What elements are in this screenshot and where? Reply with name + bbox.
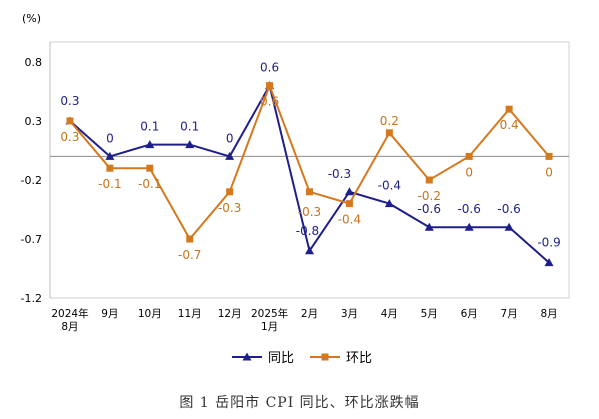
legend-label-mom: 环比 [346, 351, 372, 366]
x-tick-label: 4月 [381, 308, 398, 320]
data-point-mom [425, 176, 433, 184]
x-tick-label: 6月 [461, 308, 478, 320]
data-label-mom: -0.3 [218, 201, 241, 215]
data-label-mom: 0 [545, 165, 553, 179]
data-point-mom [226, 188, 234, 196]
data-point-mom [306, 188, 313, 196]
x-tick-label: 2025年 [251, 307, 288, 320]
data-label-mom: -0.3 [298, 205, 321, 219]
x-tick-label: 3月 [341, 308, 358, 320]
legend-label-yoy: 同比 [268, 351, 294, 366]
data-label-yoy: 0.6 [260, 61, 279, 75]
data-label-mom: -0.1 [138, 177, 161, 191]
x-tick-label: 12月 [218, 308, 242, 320]
data-label-mom: 0 [465, 165, 473, 179]
x-tick-label: 11月 [178, 308, 202, 320]
data-point-yoy [504, 222, 514, 231]
data-label-yoy: -0.6 [418, 202, 441, 216]
data-label-yoy: 0.1 [140, 120, 159, 134]
x-tick-label: 2月 [301, 308, 318, 320]
data-label-yoy: -0.6 [457, 202, 480, 216]
data-point-yoy [344, 187, 354, 196]
x-tick-label: 9月 [101, 308, 118, 320]
data-label-mom: 0.4 [500, 118, 519, 132]
data-label-yoy: -0.8 [296, 224, 319, 238]
legend-marker-mom [321, 353, 329, 361]
data-point-yoy [225, 151, 235, 160]
plot-frame [49, 41, 570, 299]
data-point-mom [66, 117, 74, 125]
data-label-yoy: -0.3 [328, 167, 351, 181]
data-point-yoy [145, 140, 155, 149]
data-label-mom: 0.6 [260, 95, 279, 109]
figure-caption: 图 1 岳阳市 CPI 同比、环比涨跌幅 [179, 395, 420, 411]
x-tick-label: 8月 [540, 308, 557, 320]
data-point-mom [186, 235, 194, 243]
data-point-yoy [424, 222, 434, 231]
data-label-mom: 0.3 [60, 130, 79, 144]
data-label-mom: -0.1 [98, 177, 121, 191]
data-label-yoy: -0.6 [497, 202, 520, 216]
data-point-yoy [464, 222, 474, 231]
y-tick-label: 0.3 [25, 115, 43, 128]
data-label-yoy: 0.1 [180, 120, 199, 134]
data-point-mom [345, 200, 353, 208]
data-point-yoy [305, 246, 314, 255]
data-point-yoy [105, 151, 115, 160]
data-label-yoy: 0 [106, 131, 114, 145]
data-label-yoy: 0 [226, 131, 234, 145]
y-axis-unit-label: (%) [22, 12, 41, 25]
y-tick-label: -0.7 [21, 233, 42, 246]
data-point-yoy [384, 199, 394, 208]
data-point-yoy [544, 258, 554, 267]
data-label-yoy: -0.4 [378, 179, 401, 193]
y-tick-label: -1.2 [21, 292, 42, 305]
x-tick-label: 2024年 [51, 307, 88, 320]
data-point-mom [266, 82, 274, 90]
data-label-yoy: 0.3 [60, 94, 79, 108]
data-point-mom [465, 152, 473, 160]
data-label-mom: 0.2 [380, 114, 399, 128]
x-tick-label: 7月 [501, 308, 518, 320]
data-label-mom: -0.2 [418, 189, 441, 203]
x-tick-label: 1月 [261, 321, 278, 333]
data-point-yoy [185, 140, 195, 149]
x-tick-label: 5月 [421, 308, 438, 320]
data-point-mom [146, 164, 154, 172]
data-point-mom [545, 152, 553, 160]
data-point-mom [385, 129, 393, 137]
data-label-yoy: -0.9 [537, 236, 560, 250]
x-tick-label: 10月 [138, 308, 162, 320]
data-point-mom [106, 164, 114, 172]
y-tick-label: 0.8 [25, 56, 43, 69]
y-tick-label: -0.2 [21, 174, 42, 187]
data-point-mom [505, 105, 513, 113]
x-tick-label: 8月 [61, 321, 78, 333]
legend-marker-yoy [242, 352, 252, 361]
data-label-mom: -0.4 [338, 213, 361, 227]
data-label-mom: -0.7 [178, 248, 201, 262]
